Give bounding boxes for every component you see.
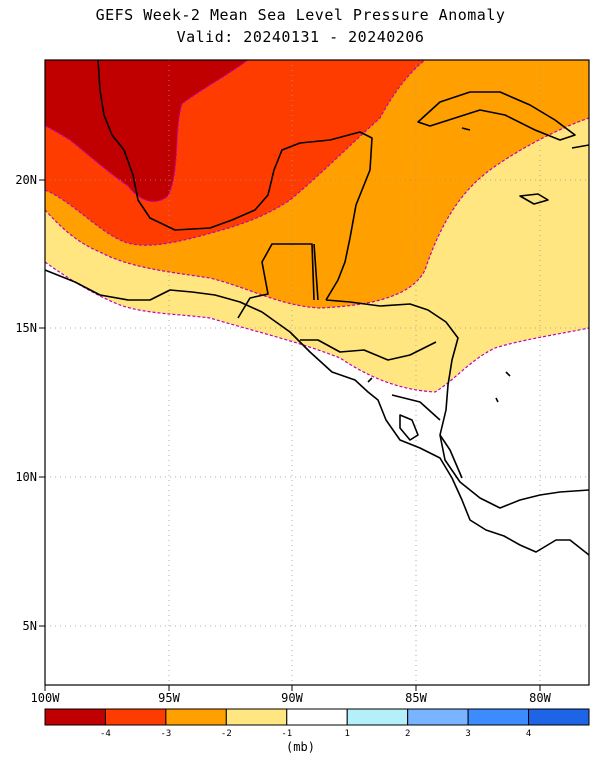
colorbar-label: 1 xyxy=(345,729,350,739)
colorbar-label: -1 xyxy=(281,729,292,739)
contour-minus1 xyxy=(45,261,589,393)
y-tick-label: 10N xyxy=(15,470,37,484)
small-islands xyxy=(367,127,511,403)
hispaniola-edge xyxy=(571,144,589,149)
contour-minus3 xyxy=(45,60,426,246)
plot-frame xyxy=(44,59,590,686)
x-tick-label: 95W xyxy=(158,691,180,705)
colorbar-label: -2 xyxy=(221,729,232,739)
colorbar-label: 2 xyxy=(405,729,410,739)
colorbar: -4 -3 -2 -1 1 2 3 4 xyxy=(44,708,590,739)
colorbar-units: (mb) xyxy=(286,740,315,754)
axis-ticks xyxy=(39,179,541,691)
colorbar-label: -4 xyxy=(100,729,111,739)
colorbar-swatch xyxy=(286,708,348,726)
x-tick-label: 100W xyxy=(31,691,61,705)
y-tick-label: 5N xyxy=(23,619,37,633)
map-title: GEFS Week-2 Mean Sea Level Pressure Anom… xyxy=(95,6,506,24)
x-tick-label: 80W xyxy=(529,691,551,705)
central-america-caribbean-coast xyxy=(325,299,589,509)
x-tick-label: 85W xyxy=(405,691,427,705)
x-tick-label: 90W xyxy=(281,691,303,705)
honduras-border xyxy=(300,339,437,361)
zone-below-minus4 xyxy=(45,60,248,202)
colorbar-swatch xyxy=(528,708,590,726)
coastlines xyxy=(45,60,589,556)
jamaica-outline xyxy=(519,193,549,205)
grid-lines xyxy=(45,60,589,685)
colorbar-swatch xyxy=(165,708,227,726)
y-tick-label: 15N xyxy=(15,321,37,335)
belize-border xyxy=(313,243,319,301)
colorbar-swatch xyxy=(407,708,469,726)
nicaragua-border xyxy=(391,394,441,421)
contour-minus4 xyxy=(45,60,249,203)
colorbar-swatch xyxy=(225,708,288,726)
colorbar-label: 4 xyxy=(526,729,531,739)
guatemala-border xyxy=(237,243,315,319)
valid-date-range: Valid: 20240131 - 20240206 xyxy=(176,28,425,46)
mexico-pacific-coast xyxy=(45,269,263,313)
lake-nicaragua xyxy=(399,414,419,441)
mexico-gulf-coast xyxy=(97,60,373,301)
anomaly-field xyxy=(45,60,589,685)
colorbar-swatch xyxy=(467,708,530,726)
cuba-outline xyxy=(417,91,576,141)
colorbar-swatch xyxy=(44,708,106,726)
y-tick-label: 20N xyxy=(15,173,37,187)
costa-rica-border xyxy=(439,434,463,479)
colorbar-label: -3 xyxy=(160,729,171,739)
central-america-pacific-coast xyxy=(261,311,589,556)
colorbar-swatch xyxy=(104,708,167,726)
contour-minus2 xyxy=(45,117,589,309)
colorbar-swatch xyxy=(346,708,409,726)
contour-lines xyxy=(45,60,589,393)
colorbar-label: 3 xyxy=(465,729,470,739)
